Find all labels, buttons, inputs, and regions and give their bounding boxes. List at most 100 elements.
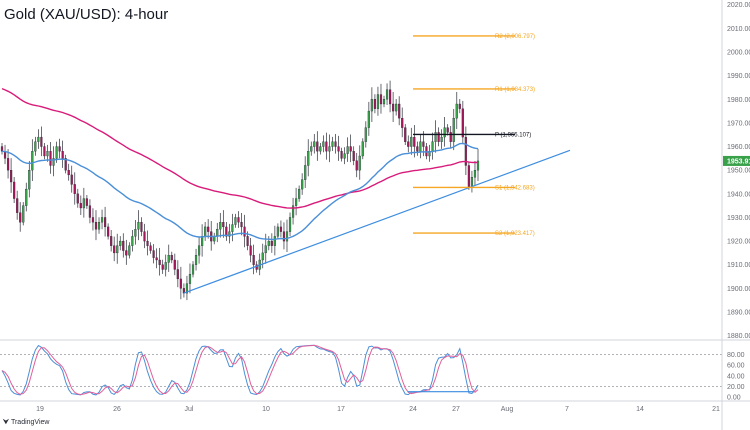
candle (119, 236, 122, 251)
candle-body (243, 226, 246, 237)
price-tick-label: 2020.000 (727, 2, 750, 9)
candle-body (476, 160, 480, 171)
candle (279, 220, 283, 238)
candle-body (28, 170, 31, 190)
candle-body (161, 264, 164, 270)
candle-body (134, 229, 137, 237)
candle-body (392, 103, 395, 112)
price-tick-label: 1910.000 (727, 262, 750, 269)
candle (416, 141, 419, 156)
candle-body (388, 89, 392, 105)
candle-body (113, 245, 116, 254)
candle-body (94, 222, 98, 230)
candle (100, 209, 104, 230)
candle-body (334, 141, 337, 147)
candle (152, 244, 155, 264)
candle-body (228, 231, 231, 237)
candle-body (401, 118, 404, 128)
candle-body (125, 250, 128, 256)
candle-body (49, 151, 52, 166)
candle-body (449, 132, 452, 142)
candle-body (349, 146, 352, 152)
candle (173, 253, 176, 276)
price-tick-label: 1940.000 (727, 191, 750, 198)
candle (407, 135, 410, 153)
candle (107, 223, 110, 240)
candle (225, 221, 228, 241)
price-tick-label: 1890.000 (727, 310, 750, 317)
candle (237, 211, 240, 228)
candle-body (416, 146, 419, 152)
candle (337, 135, 340, 161)
candle-body (131, 236, 134, 246)
candle-body (152, 250, 155, 258)
candle-body (455, 103, 458, 119)
candle-body (143, 231, 146, 242)
candle-body (231, 224, 234, 232)
candle (328, 134, 331, 163)
candle-body (58, 146, 61, 152)
pivot-label: P (1,965.107) (495, 132, 531, 138)
candle (188, 263, 192, 294)
candle (113, 236, 116, 262)
candle (85, 195, 88, 209)
candle (440, 129, 443, 149)
candle (313, 134, 316, 154)
candle (40, 126, 43, 157)
candle (249, 238, 252, 263)
pivot-level: S1 (1,942.683) (413, 185, 535, 191)
candle-body (164, 262, 167, 270)
candle-body (40, 136, 43, 147)
candle (325, 132, 328, 160)
candle (97, 217, 101, 234)
candle (379, 83, 383, 114)
candle (234, 213, 237, 228)
candle (398, 96, 401, 126)
candle-body (70, 174, 73, 185)
candle (43, 143, 46, 160)
candle-body (140, 222, 143, 232)
stoch-tick-label: 20.00 (727, 384, 745, 391)
candle (352, 146, 355, 166)
candle-body (285, 231, 289, 242)
candle-body (379, 94, 383, 105)
candle (437, 127, 440, 147)
candle-body (319, 146, 322, 152)
candle (267, 236, 270, 251)
candle (167, 244, 170, 272)
candle (76, 188, 79, 208)
candle-body (34, 141, 37, 152)
candle (179, 266, 182, 300)
candle-body (103, 217, 107, 228)
candle-body (110, 236, 113, 246)
candle (452, 108, 455, 151)
candle-body (119, 240, 122, 246)
candle (298, 185, 301, 202)
candle-body (216, 229, 219, 237)
price-tick-label: 1990.000 (727, 73, 750, 80)
candle (228, 223, 231, 244)
price-tick-label: 1900.000 (727, 286, 750, 293)
candle (294, 187, 298, 216)
candle (367, 101, 370, 136)
candle (455, 91, 458, 130)
candle (182, 283, 186, 298)
candle-body (358, 155, 361, 171)
candle (3, 144, 7, 165)
candle-body (340, 151, 343, 159)
candle (358, 145, 361, 180)
candle (185, 275, 189, 301)
candle-body (270, 240, 273, 246)
candle (116, 233, 119, 264)
price-tick-label: 1880.000 (727, 333, 750, 340)
candle (6, 149, 10, 179)
candle (252, 244, 255, 275)
candle-body (395, 103, 398, 112)
pivot-level: S2 (1,923.417) (413, 231, 535, 237)
time-tick-label: 10 (262, 406, 270, 413)
price-axis: 2020.000 2010.000 2000.000 1990.000 1980.000… (721, 0, 750, 430)
candle-body (307, 151, 310, 166)
candle (58, 138, 61, 159)
candle-body (13, 181, 16, 199)
candle (470, 170, 474, 193)
